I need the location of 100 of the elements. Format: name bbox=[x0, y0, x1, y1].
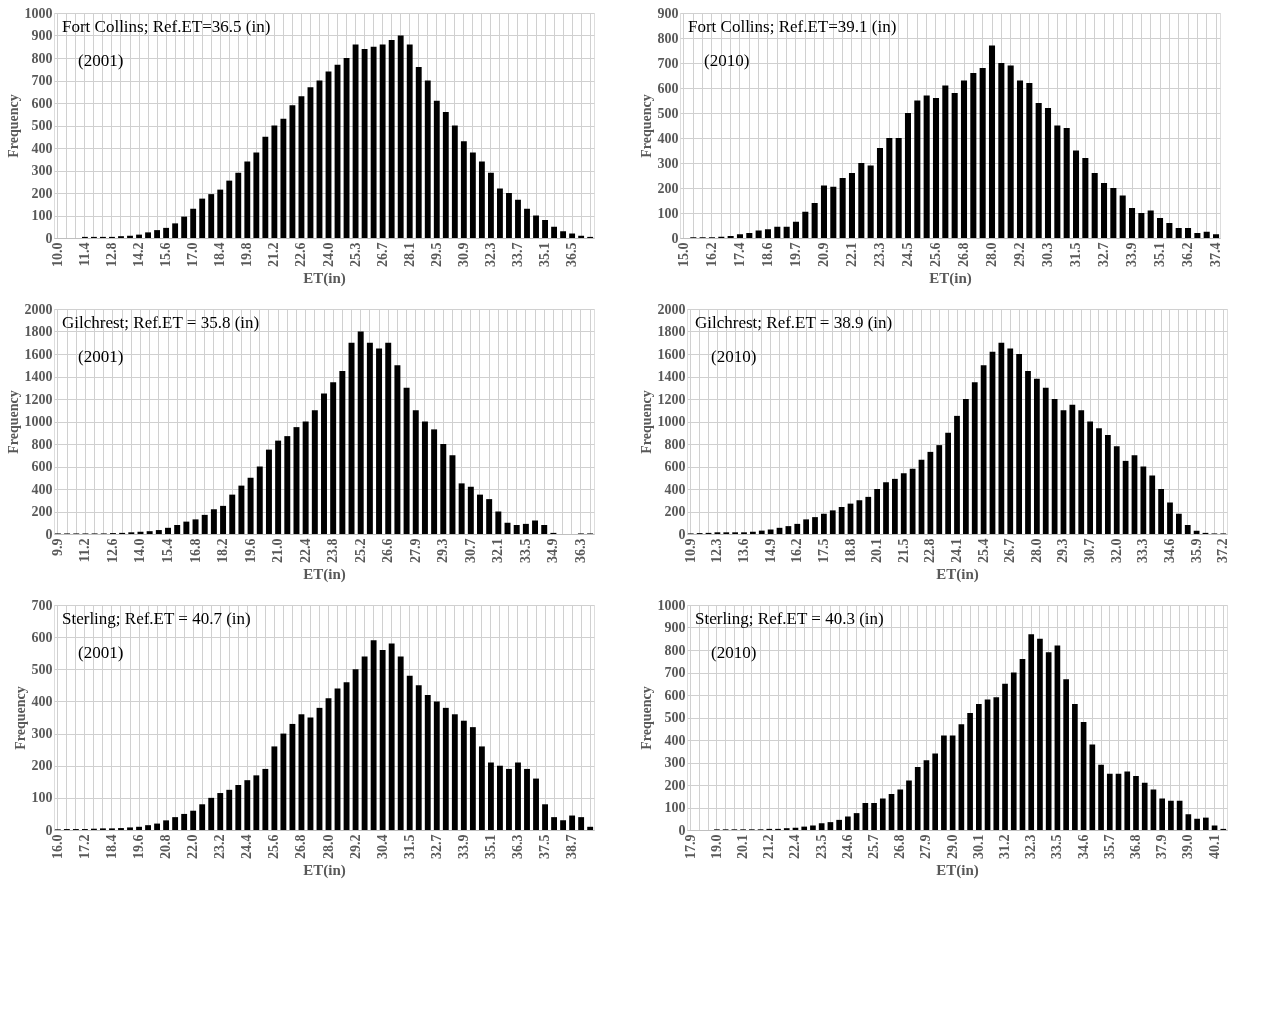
bar bbox=[238, 485, 245, 534]
y-tick-label: 1000 bbox=[657, 597, 686, 613]
bar bbox=[127, 827, 133, 830]
bar bbox=[932, 753, 939, 830]
bar bbox=[154, 823, 161, 830]
x-tick-label: 29.5 bbox=[428, 242, 444, 267]
bar bbox=[810, 825, 816, 830]
bar bbox=[900, 473, 907, 534]
x-tick-label: 40.1 bbox=[1206, 834, 1222, 859]
x-tick-label: 38.7 bbox=[564, 834, 580, 859]
bar bbox=[348, 342, 355, 534]
x-tick-label: 17.4 bbox=[731, 242, 747, 267]
bar bbox=[914, 100, 921, 238]
y-tick-label: 1600 bbox=[24, 346, 53, 362]
x-tick-label: 21.2 bbox=[266, 242, 282, 267]
bar bbox=[406, 44, 413, 238]
bar bbox=[394, 365, 401, 534]
x-tick-label: 30.7 bbox=[1082, 538, 1098, 563]
bar bbox=[235, 785, 242, 830]
bar bbox=[433, 701, 440, 830]
bar bbox=[1051, 399, 1058, 534]
bar bbox=[1100, 183, 1108, 238]
bar bbox=[172, 223, 179, 238]
y-axis-title: Frequency bbox=[638, 94, 654, 158]
x-tick-label: 25.3 bbox=[347, 242, 363, 267]
bar bbox=[867, 165, 874, 238]
bar bbox=[1202, 817, 1209, 830]
bar bbox=[397, 656, 404, 830]
bar bbox=[1104, 435, 1111, 534]
y-tick-label: 900 bbox=[657, 5, 679, 21]
bar bbox=[783, 226, 790, 238]
annotation: (2010) bbox=[704, 51, 750, 70]
x-tick-label: 13.6 bbox=[736, 538, 752, 563]
y-tick-label: 600 bbox=[31, 95, 53, 111]
bar bbox=[1091, 173, 1098, 238]
bar bbox=[127, 235, 133, 238]
x-axis-title: ET(in) bbox=[936, 566, 979, 583]
bar bbox=[892, 478, 898, 534]
bar bbox=[541, 525, 548, 534]
x-tick-label: 25.7 bbox=[866, 834, 882, 859]
bar bbox=[874, 489, 881, 534]
x-tick-label: 19.6 bbox=[242, 538, 258, 563]
bar bbox=[271, 746, 278, 830]
bar bbox=[820, 185, 828, 238]
bar bbox=[145, 825, 151, 830]
x-tick-label: 36.3 bbox=[509, 834, 525, 859]
bar bbox=[220, 505, 227, 534]
x-tick-label: 29.2 bbox=[1012, 242, 1028, 267]
bar bbox=[244, 780, 251, 830]
bar bbox=[247, 477, 254, 534]
bar bbox=[442, 707, 449, 830]
y-tick-label: 100 bbox=[31, 790, 53, 806]
y-tick-label: 400 bbox=[31, 693, 53, 709]
bar bbox=[1128, 208, 1136, 238]
x-tick-label: 32.3 bbox=[1023, 834, 1039, 859]
bar bbox=[1141, 782, 1148, 830]
y-tick-label: 500 bbox=[664, 710, 686, 725]
bar bbox=[424, 695, 431, 830]
y-tick-label: 1800 bbox=[24, 324, 53, 339]
bar bbox=[560, 820, 567, 830]
bar bbox=[1119, 195, 1126, 238]
bar bbox=[1078, 410, 1085, 534]
x-tick-label: 16.2 bbox=[703, 242, 719, 267]
y-tick-label: 800 bbox=[31, 50, 53, 66]
bar bbox=[265, 449, 272, 534]
bar bbox=[415, 685, 422, 830]
bar bbox=[253, 775, 260, 830]
bar bbox=[406, 675, 413, 830]
bar bbox=[487, 172, 494, 238]
x-tick-label: 24.5 bbox=[899, 242, 915, 267]
bar bbox=[993, 697, 1000, 830]
x-tick-label: 29.3 bbox=[1055, 538, 1071, 563]
bar bbox=[478, 746, 485, 830]
bar bbox=[421, 421, 428, 534]
bar bbox=[578, 235, 585, 238]
bar bbox=[495, 511, 502, 534]
y-tick-label: 500 bbox=[31, 661, 53, 677]
x-tick-label: 25.6 bbox=[928, 242, 943, 267]
bar bbox=[524, 208, 530, 238]
bar bbox=[1054, 125, 1061, 238]
bar bbox=[174, 525, 181, 534]
x-tick-label: 17.2 bbox=[76, 834, 92, 859]
bar bbox=[524, 768, 530, 830]
bar bbox=[962, 399, 969, 534]
x-tick-label: 31.5 bbox=[1068, 242, 1084, 267]
bar bbox=[1072, 704, 1078, 830]
x-tick-label: 20.1 bbox=[869, 538, 885, 563]
bar bbox=[275, 440, 282, 534]
bar bbox=[1035, 103, 1042, 238]
bar bbox=[385, 342, 392, 534]
y-tick-label: 100 bbox=[657, 205, 679, 221]
bar bbox=[321, 393, 327, 534]
bar bbox=[767, 529, 774, 534]
bar bbox=[1140, 466, 1147, 534]
bar bbox=[1106, 773, 1113, 830]
x-tick-label: 19.6 bbox=[131, 834, 147, 859]
bar bbox=[560, 231, 567, 238]
bar bbox=[856, 500, 863, 534]
y-tick-label: 800 bbox=[657, 30, 679, 46]
bar bbox=[244, 161, 251, 238]
